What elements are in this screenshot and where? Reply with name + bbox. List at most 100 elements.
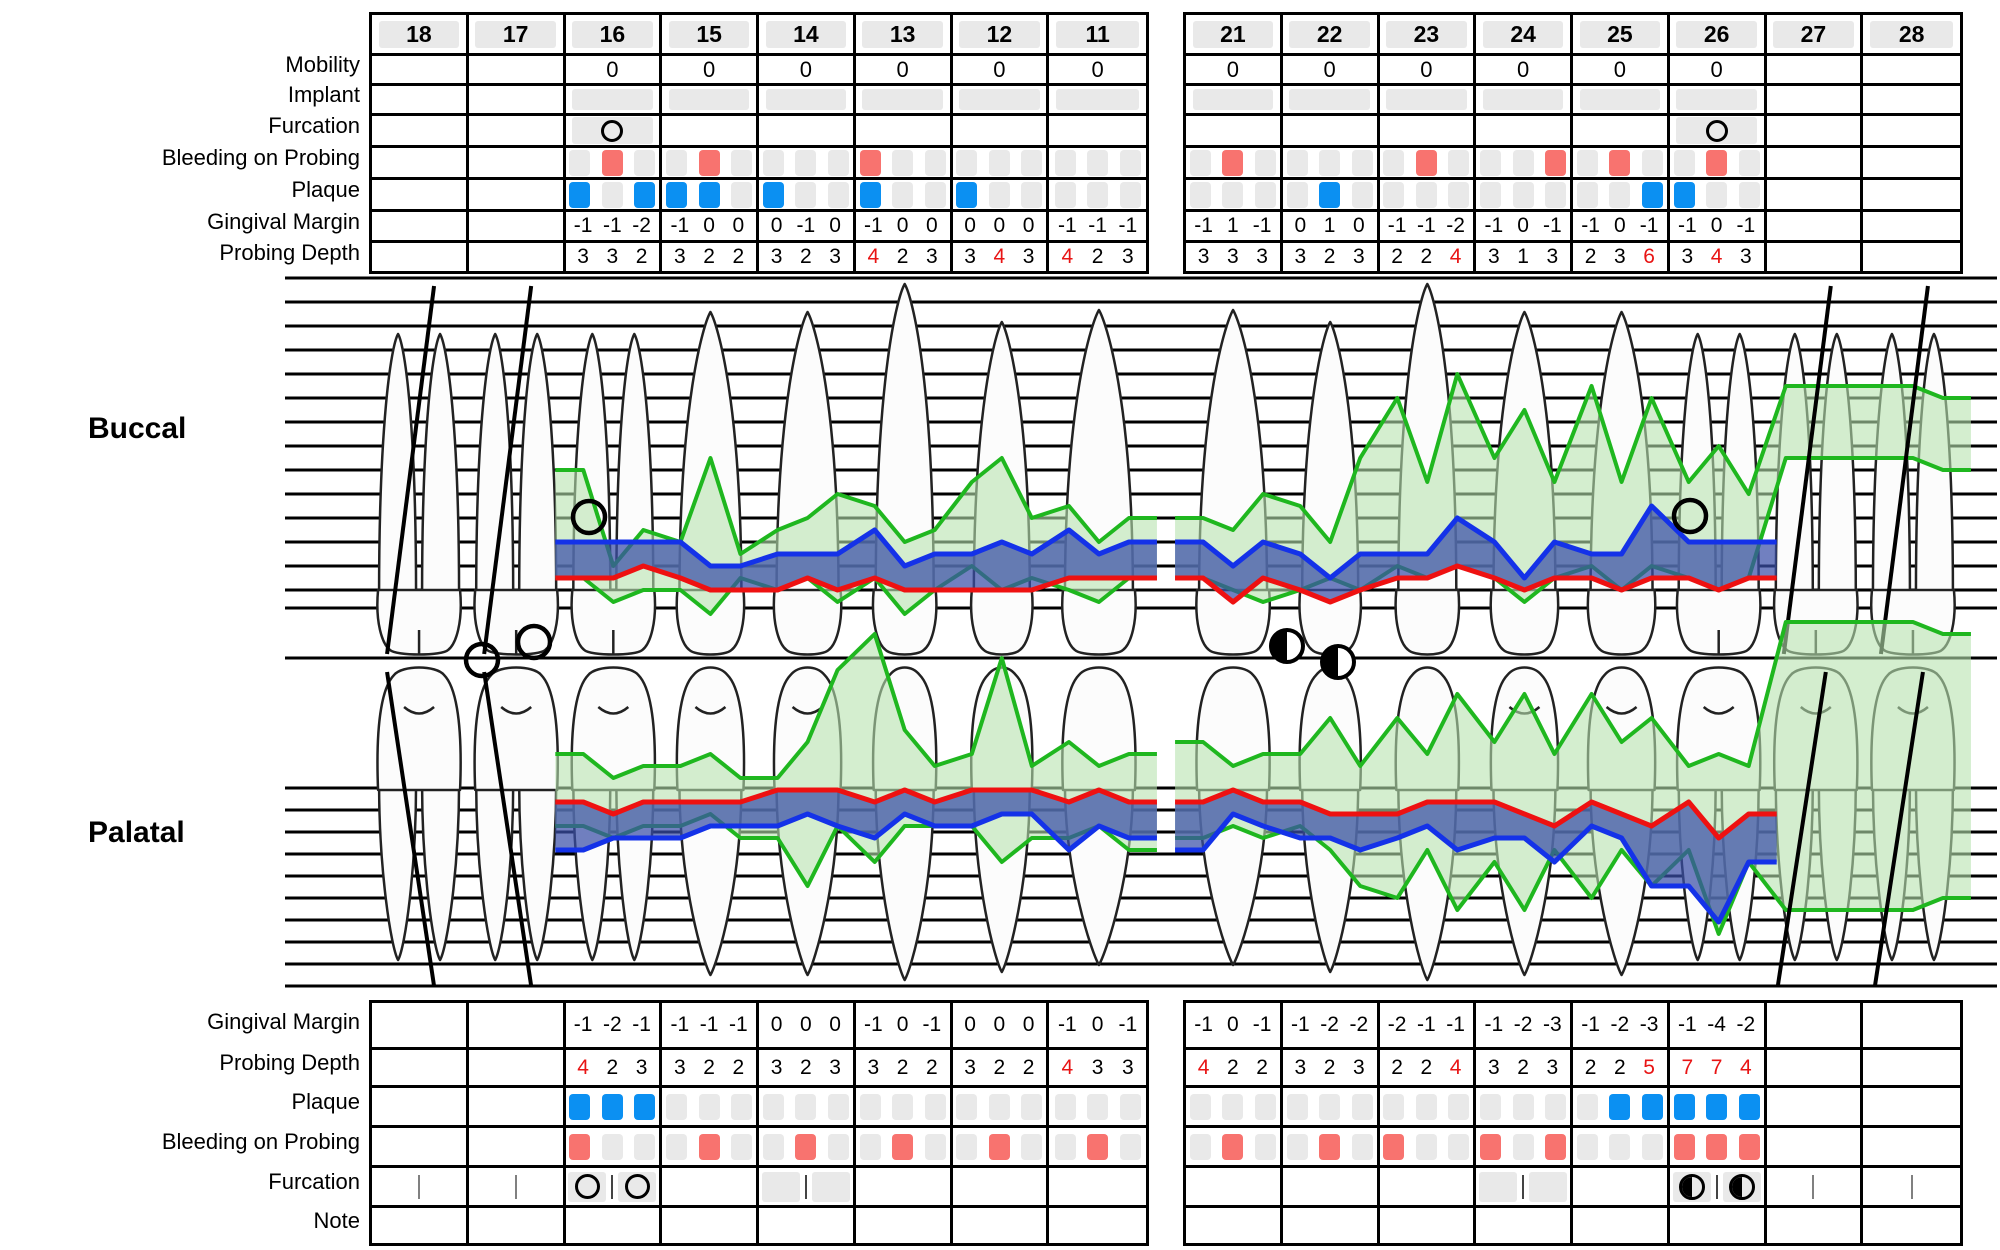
site-value[interactable]: -1	[796, 214, 816, 237]
cell-plaque-26[interactable]	[1670, 180, 1767, 209]
cell-mobility-26[interactable]: 0	[1670, 56, 1767, 83]
bop-sites[interactable]	[1480, 149, 1567, 176]
cell-implant-28[interactable]	[1863, 86, 1960, 113]
bop-site-square[interactable]	[1189, 1133, 1211, 1160]
plaque-sites[interactable]	[666, 1093, 753, 1120]
cell-bop-17[interactable]	[469, 148, 566, 177]
site-value[interactable]: 3	[674, 1055, 686, 1079]
bop-sites[interactable]	[1673, 1133, 1760, 1160]
gingival-margin-values[interactable]: -1 -1 -2	[566, 214, 660, 238]
site-value[interactable]: 3	[964, 1055, 976, 1079]
cell-mobility-14[interactable]: 0	[759, 56, 856, 83]
cell-furcation-14[interactable]	[759, 116, 856, 145]
plaque-sites[interactable]	[1189, 1093, 1276, 1120]
bop-site-square[interactable]	[1087, 1133, 1109, 1160]
plaque-site-square[interactable]	[634, 1093, 656, 1120]
cell-plaque-26[interactable]	[1670, 1088, 1767, 1125]
bop-site-square[interactable]	[1512, 1133, 1534, 1160]
site-value[interactable]: -1	[864, 214, 883, 237]
plaque-sites[interactable]	[1673, 1093, 1760, 1120]
site-value[interactable]: -1	[1678, 214, 1697, 237]
bop-sites[interactable]	[859, 149, 946, 176]
bop-site-square[interactable]	[924, 149, 946, 176]
cell-head-17[interactable]: 17	[469, 15, 566, 53]
cell-plaque-12[interactable]	[953, 180, 1050, 209]
cell-bop-13[interactable]	[856, 1128, 953, 1165]
cell-bop-18[interactable]	[372, 148, 469, 177]
site-value[interactable]: 3	[770, 1055, 783, 1079]
cell-gm-11[interactable]: -1 0 -1	[1049, 1003, 1146, 1047]
cell-bop-14[interactable]	[759, 148, 856, 177]
bop-site-square[interactable]	[1545, 1133, 1567, 1160]
plaque-site-square[interactable]	[1673, 1093, 1695, 1120]
site-value[interactable]: 2	[732, 245, 745, 268]
bop-sites[interactable]	[1286, 149, 1373, 176]
cell-gm-17[interactable]	[469, 212, 566, 240]
plaque-site-square[interactable]	[1609, 1093, 1631, 1120]
bop-sites[interactable]	[762, 1133, 849, 1160]
gingival-margin-values[interactable]: -1 0 0	[856, 214, 950, 238]
cell-plaque-28[interactable]	[1863, 180, 1960, 209]
site-value[interactable]: -2	[1320, 1013, 1339, 1036]
cell-furcation-27[interactable]	[1767, 1168, 1864, 1205]
bop-site-square[interactable]	[1054, 149, 1076, 176]
cell-gm-25[interactable]: -1 -2 -3	[1573, 1003, 1670, 1047]
site-value[interactable]: 2	[800, 1055, 812, 1079]
cell-furcation-12[interactable]	[953, 116, 1050, 145]
bop-site-square[interactable]	[1021, 149, 1043, 176]
bop-sites[interactable]	[1480, 1133, 1567, 1160]
site-value[interactable]: 0	[993, 214, 1006, 237]
site-value[interactable]: 3	[1353, 245, 1365, 268]
plaque-sites[interactable]	[569, 181, 656, 208]
plaque-site-square[interactable]	[1383, 1093, 1405, 1120]
plaque-site-square[interactable]	[1021, 181, 1043, 208]
site-value[interactable]: -1	[699, 1013, 719, 1036]
cell-mobility-28[interactable]	[1863, 56, 1960, 83]
chart-furcation-marker-open[interactable]	[570, 498, 608, 536]
chart-furcation-marker-half[interactable]	[1320, 644, 1356, 680]
plaque-sites[interactable]	[1286, 1093, 1373, 1120]
bop-site-square[interactable]	[1254, 1133, 1276, 1160]
site-value[interactable]: 3	[674, 245, 686, 268]
site-value[interactable]: -1	[1484, 214, 1504, 237]
cell-gm-11[interactable]: -1 -1 -1	[1049, 212, 1146, 240]
cell-plaque-17[interactable]	[469, 180, 566, 209]
plaque-site-square[interactable]	[1448, 181, 1470, 208]
gingival-margin-values[interactable]: -1 0 -1	[1049, 1013, 1146, 1037]
tooth-17-buccal[interactable]	[473, 332, 560, 656]
implant-chip[interactable]	[1482, 89, 1564, 110]
cell-furcation-13[interactable]	[856, 116, 953, 145]
bop-site-square[interactable]	[1738, 149, 1760, 176]
cell-note-28[interactable]	[1863, 1208, 1960, 1243]
site-value[interactable]: 2	[1227, 1055, 1239, 1079]
gingival-margin-values[interactable]: -1 0 -1	[856, 1013, 950, 1037]
plaque-site-square[interactable]	[892, 1093, 914, 1120]
site-value[interactable]: -2	[1513, 1013, 1533, 1036]
gingival-margin-values[interactable]: -1 -1 -1	[662, 1013, 756, 1037]
plaque-site-square[interactable]	[795, 1093, 817, 1120]
cell-furcation-25[interactable]	[1573, 1168, 1670, 1205]
bop-site-square[interactable]	[795, 149, 817, 176]
site-value[interactable]: 3	[1227, 245, 1239, 268]
gingival-margin-values[interactable]: -2 -1 -1	[1380, 1013, 1474, 1037]
cell-gm-23[interactable]: -1 -1 -2	[1380, 212, 1477, 240]
plaque-site-square[interactable]	[956, 181, 978, 208]
bop-site-square[interactable]	[1673, 149, 1695, 176]
cell-implant-21[interactable]	[1186, 86, 1283, 113]
site-value[interactable]: 2	[635, 245, 648, 268]
plaque-site-square[interactable]	[924, 1093, 946, 1120]
mobility-value[interactable]: 0	[1420, 56, 1433, 82]
bop-sites[interactable]	[666, 149, 753, 176]
cell-gm-21[interactable]: -1 0 -1	[1186, 1003, 1283, 1047]
plaque-site-square[interactable]	[731, 181, 753, 208]
site-value[interactable]: -1	[1252, 214, 1272, 237]
cell-furcation-28[interactable]	[1863, 116, 1960, 145]
